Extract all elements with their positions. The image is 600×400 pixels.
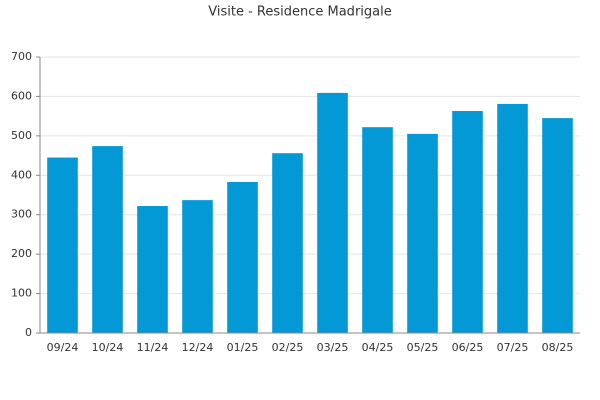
y-tick-label: 300	[11, 208, 32, 221]
y-tick-label: 200	[11, 247, 32, 260]
bar	[497, 103, 528, 333]
bar	[227, 181, 258, 333]
bar	[182, 200, 213, 333]
x-tick-label: 11/24	[137, 341, 169, 354]
y-tick-label: 0	[25, 326, 32, 339]
bar	[137, 206, 168, 333]
bar	[272, 153, 303, 333]
bar	[542, 118, 573, 333]
bar	[92, 146, 123, 333]
y-tick-label: 400	[11, 168, 32, 181]
bar	[317, 92, 348, 333]
bar	[47, 157, 78, 333]
bar	[362, 127, 393, 333]
x-tick-label: 07/25	[497, 341, 529, 354]
x-tick-label: 04/25	[362, 341, 394, 354]
x-tick-label: 01/25	[227, 341, 259, 354]
x-tick-label: 06/25	[452, 341, 484, 354]
chart-title: Visite - Residence Madrigale	[208, 5, 391, 20]
y-tick-label: 600	[11, 89, 32, 102]
y-tick-label: 700	[11, 50, 32, 63]
x-tick-label: 08/25	[542, 341, 574, 354]
x-tick-label: 02/25	[272, 341, 304, 354]
y-tick-label: 100	[11, 287, 32, 300]
x-tick-label: 05/25	[407, 341, 439, 354]
bar	[407, 133, 438, 333]
y-tick-label: 500	[11, 129, 32, 142]
x-tick-label: 09/24	[47, 341, 79, 354]
x-tick-label: 10/24	[92, 341, 124, 354]
bar	[452, 111, 483, 333]
x-tick-label: 12/24	[182, 341, 214, 354]
x-tick-label: 03/25	[317, 341, 349, 354]
